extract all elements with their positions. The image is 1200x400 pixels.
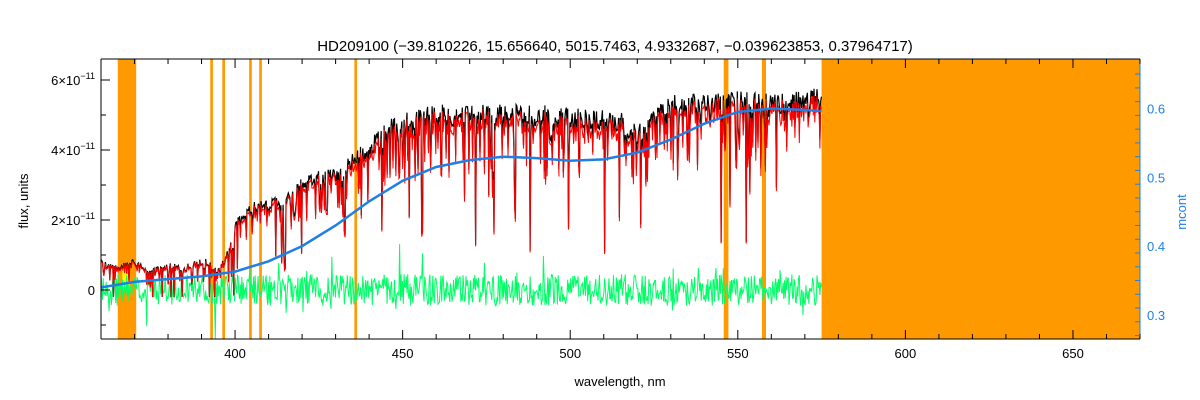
y2-tick-label-0.6: 0.6 [1147, 102, 1165, 117]
y-axis-title: flux, units [16, 173, 31, 228]
y2-tick-label-0.3: 0.3 [1147, 308, 1165, 323]
y2-tick-label-0.4: 0.4 [1147, 239, 1165, 254]
x-tick-label-550: 550 [727, 346, 749, 361]
masked-band-3 [249, 59, 252, 339]
y-tick-label-3: 6×10−11 [51, 71, 95, 88]
y2-axis-title: mcont [1174, 194, 1189, 230]
x-tick-label-400: 400 [224, 346, 246, 361]
series-residual [101, 244, 822, 339]
x-tick-label-650: 650 [1062, 346, 1084, 361]
x-tick-label-450: 450 [392, 346, 414, 361]
plot-area [101, 59, 1140, 339]
masked-band-0 [117, 59, 137, 339]
masked-band-2 [222, 59, 226, 339]
series-continuum [101, 107, 822, 289]
masked-band-1 [210, 59, 213, 339]
series-model [101, 95, 822, 297]
masked-band-5 [354, 59, 358, 339]
y-tick-label-2: 4×10−11 [51, 141, 95, 158]
y-tick-label-0: 0 [88, 283, 95, 298]
masked-band-4 [259, 59, 262, 339]
masked-band-6 [723, 59, 729, 339]
x-tick-label-600: 600 [895, 346, 917, 361]
x-axis-title: wavelength, nm [573, 374, 665, 389]
y-tick-label-1: 2×10−11 [51, 211, 95, 228]
masked-band-8 [821, 59, 1140, 339]
x-tick-label-500: 500 [559, 346, 581, 361]
masked-band-7 [761, 59, 766, 339]
chart-title: HD209100 (−39.810226, 15.656640, 5015.74… [317, 38, 913, 55]
y2-tick-label-0.5: 0.5 [1147, 170, 1165, 185]
